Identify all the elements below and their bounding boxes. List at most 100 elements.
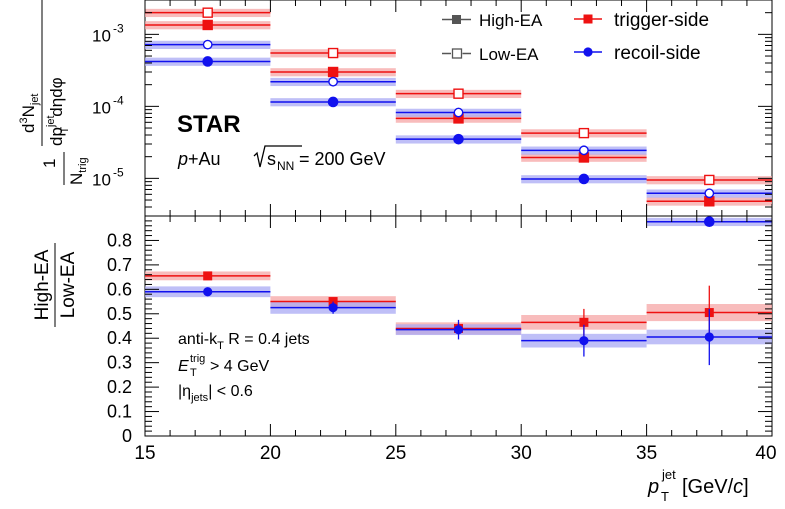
x-title-c: c — [733, 476, 743, 498]
star-label: STAR — [177, 111, 241, 138]
top-point-trigger-side-low-ea-2 — [453, 88, 464, 99]
x-title-gev: [GeV/ — [682, 476, 734, 498]
x-title-t: T — [661, 489, 669, 504]
top-point-trigger-side-low-ea-3 — [578, 127, 590, 139]
legend-low-ea-label: Low-EA — [479, 45, 539, 64]
bottom-y-tick-label: 0.6 — [107, 279, 132, 299]
top-point-recoil-side-high-ea-4 — [704, 216, 715, 228]
y-bot-num: High-EA — [32, 249, 53, 320]
top-y-tick-exponent: -4 — [113, 93, 124, 107]
bottom-data-points — [145, 271, 772, 366]
y-den-rest: dηdφ — [47, 77, 66, 116]
et-t: T — [190, 367, 197, 379]
y-pre-n: N — [67, 173, 86, 185]
top-point-recoil-side-low-ea-1 — [328, 76, 338, 87]
x-axis-title: p jet T [GeV/c] — [647, 467, 749, 504]
legend-recoil-label: recoil-side — [614, 43, 701, 64]
system-p: p — [177, 149, 188, 169]
y-num: d3Njet — [18, 94, 41, 134]
system-au: +Au — [188, 149, 221, 169]
et-e: E — [178, 358, 189, 375]
et-threshold: > 4 GeV — [210, 358, 269, 375]
bottom-y-tick-label: 0.4 — [107, 328, 132, 348]
top-point-recoil-side-low-ea-4 — [704, 188, 715, 199]
legend-trigger-label: trigger-side — [614, 10, 709, 31]
x-tick-label: 30 — [511, 443, 532, 464]
y-num-d: d — [19, 124, 38, 133]
top-point-recoil-side-low-ea-0 — [202, 39, 213, 50]
top-y-tick-exponent: -5 — [113, 165, 124, 179]
et-line: E — [178, 358, 189, 375]
eta-open: |η — [178, 383, 191, 400]
system-s: s — [267, 149, 276, 169]
system-nn: NN — [277, 159, 294, 173]
x-title-units: [GeV/c] — [682, 476, 749, 498]
top-point-recoil-side-low-ea-3 — [579, 145, 589, 156]
bottom-point-trigger-side-3 — [579, 317, 589, 327]
legend-high-ea-label: High-EA — [479, 11, 543, 30]
legend: High-EA Low-EA trigger-side recoil-side — [442, 10, 709, 64]
x-title-jet: jet — [661, 467, 676, 482]
y-bot-den: Low-EA — [58, 251, 79, 318]
jets-antikt: anti-k — [178, 331, 218, 348]
y-pre-num: 1 — [40, 159, 59, 168]
top-point-recoil-side-high-ea-1 — [327, 96, 339, 108]
top-point-trigger-side-low-ea-4 — [704, 174, 715, 186]
top-point-trigger-side-high-ea-0 — [202, 19, 213, 31]
top-point-trigger-side-low-ea-0 — [202, 7, 213, 18]
bottom-panel-frame — [144, 215, 773, 437]
bottom-point-recoil-side-0 — [203, 287, 213, 297]
top-point-recoil-side-high-ea-3 — [578, 173, 590, 185]
legend-trigger-marker — [583, 14, 593, 24]
eta-sub: jets — [190, 392, 209, 404]
y-den-jet: jet — [45, 115, 57, 128]
collision-system-text: p+Au — [177, 149, 221, 169]
axis-ticks: 10-310-410 -500.10.20.30.40.50.60.70.815 2… — [92, 0, 777, 464]
legend-low-ea-marker — [451, 48, 463, 59]
x-tick-label: 20 — [260, 443, 281, 464]
x-tick-label: 25 — [385, 443, 406, 464]
x-tick-label: 40 — [755, 443, 776, 464]
bottom-y-tick-label: 0.2 — [107, 377, 132, 397]
eta-line: |ηjets| < 0.6 — [178, 383, 253, 404]
top-point-trigger-side-low-ea-1 — [327, 47, 339, 59]
top-y-tick-label: 10 — [92, 170, 111, 189]
top-point-recoil-side-low-ea-2 — [453, 107, 464, 118]
y-num-jet: jet — [29, 94, 41, 107]
system-energy: = 200 GeV — [299, 149, 386, 169]
bottom-point-trigger-side-0 — [203, 271, 213, 281]
et-trig: trig — [190, 353, 205, 365]
bottom-y-tick-label: 0.3 — [107, 353, 132, 373]
jets-radius: R = 0.4 jets — [224, 331, 310, 348]
bottom-y-tick-label: 0.5 — [107, 304, 132, 324]
x-title-p: p — [647, 476, 659, 498]
bottom-y-tick-label: 0 — [122, 426, 132, 446]
top-point-recoil-side-high-ea-0 — [202, 56, 213, 67]
x-tick-label: 15 — [134, 443, 155, 464]
y-den: dpjetTdηdφ — [45, 77, 71, 146]
bottom-point-recoil-side-3 — [579, 336, 589, 346]
top-y-tick-label: 10 — [92, 98, 111, 117]
top-point-recoil-side-high-ea-2 — [453, 133, 464, 145]
y-den-dp: dp — [47, 127, 66, 146]
x-tick-label: 35 — [636, 443, 657, 464]
collision-system-label: p+Au s NN = 200 GeV — [177, 145, 386, 173]
eta-rest: | < 0.6 — [208, 383, 253, 400]
bottom-point-recoil-side-4 — [704, 332, 714, 342]
y-pre-den: Ntrig — [67, 157, 89, 185]
top-y-tick-label: 10 — [92, 26, 111, 45]
bottom-y-tick-label: 0.7 — [107, 255, 132, 275]
y-num-n: N — [19, 105, 38, 117]
jets-kt-sub: T — [217, 340, 224, 352]
bottom-y-tick-label: 0.1 — [107, 402, 132, 422]
bottom-y-tick-label: 0.8 — [107, 230, 132, 250]
top-y-tick-exponent: -3 — [113, 21, 124, 35]
sqrt-sign — [253, 145, 302, 168]
x-title-close: ] — [743, 476, 749, 498]
bottom-y-axis-title: High-EA Low-EA — [32, 243, 79, 327]
y-num-3: 3 — [18, 117, 30, 123]
bottom-point-recoil-side-1 — [328, 303, 338, 313]
top-y-axis-title: 1 Ntrig d3Njet dpjetTdηdφ — [18, 0, 89, 185]
cuts-annotation: anti-kT R = 0.4 jets E T trig > 4 GeV |η… — [178, 331, 310, 404]
